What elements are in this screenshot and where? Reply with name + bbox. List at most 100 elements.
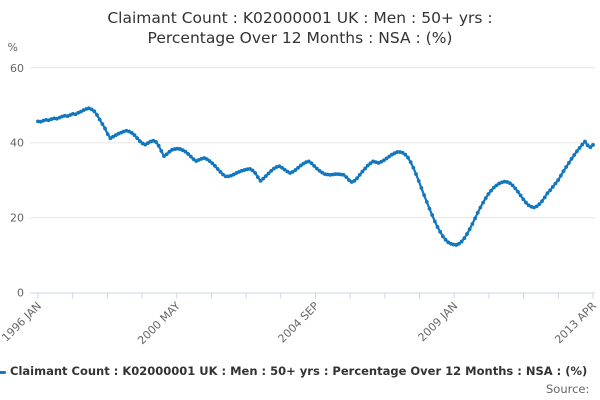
y-axis-labels: 0 20 40 60% — [8, 41, 24, 300]
series-marker — [205, 157, 209, 162]
chart-svg: 1996 JAN 2000 MAY 2004 SEP 2009 JAN 2013 APR… — [0, 41, 599, 347]
series-marker — [550, 184, 555, 189]
series-marker — [580, 142, 585, 147]
series-marker — [489, 188, 494, 193]
series-marker — [221, 172, 225, 177]
series-marker — [266, 171, 271, 176]
series-marker — [457, 241, 461, 246]
series-marker — [309, 161, 314, 166]
series-marker — [314, 166, 319, 171]
series-marker — [467, 227, 472, 232]
series-marker — [381, 158, 386, 163]
y-axis-unit: % — [8, 41, 18, 54]
series-marker — [575, 149, 579, 154]
series-marker — [564, 165, 569, 169]
series-marker — [269, 168, 274, 173]
series-marker — [483, 196, 488, 201]
series-marker — [312, 164, 317, 168]
series-marker — [333, 172, 338, 177]
chart-title: Claimant Count : K02000001 UK : Men : 50… — [0, 8, 600, 48]
series-marker — [542, 195, 547, 200]
series-marker — [258, 179, 263, 183]
chart-title-line-1: Claimant Count : K02000001 UK : Men : 50… — [107, 9, 493, 27]
series-marker — [280, 165, 284, 170]
series-marker — [97, 117, 102, 122]
series-marker — [422, 193, 426, 198]
series-marker — [524, 200, 528, 205]
series-marker — [100, 122, 105, 126]
series-marker — [491, 185, 496, 190]
series-line — [36, 107, 595, 247]
series-marker — [518, 193, 523, 198]
legend-series-marker-icon — [0, 371, 6, 374]
series-marker — [363, 166, 367, 171]
y-axis-label: 60 — [10, 62, 24, 75]
x-axis-label: 2000 MAY — [135, 299, 183, 347]
x-axis-ticks — [37, 293, 594, 299]
series-marker — [250, 168, 255, 173]
series-marker — [494, 183, 499, 188]
series-marker — [341, 173, 346, 177]
series-markers — [36, 106, 595, 247]
series-marker — [556, 178, 561, 183]
series-marker — [411, 165, 416, 170]
series-marker — [293, 168, 298, 172]
series-marker — [92, 109, 97, 114]
series-marker — [352, 179, 357, 183]
series-marker — [572, 153, 577, 157]
source-label: Source: — [546, 382, 590, 396]
series-marker — [521, 197, 526, 202]
series-marker — [387, 154, 392, 159]
series-marker — [408, 160, 413, 165]
series-marker — [213, 164, 217, 168]
series-marker — [473, 216, 477, 221]
x-axis-label: 2013 APR — [552, 299, 599, 346]
series-marker — [459, 239, 464, 244]
series-marker — [403, 152, 408, 157]
series-marker — [215, 167, 220, 171]
series-marker — [95, 113, 99, 117]
series-marker — [435, 225, 440, 229]
series-marker — [188, 154, 193, 159]
series-marker — [368, 161, 373, 166]
series-marker — [481, 200, 485, 205]
series-marker — [282, 167, 287, 172]
series-marker — [183, 149, 188, 154]
series-marker — [154, 140, 158, 144]
series-marker — [513, 186, 518, 191]
series-marker — [264, 174, 268, 178]
series-marker — [588, 145, 593, 150]
series-marker — [344, 175, 349, 180]
series-marker — [355, 176, 359, 181]
y-axis-label: 0 — [17, 287, 24, 300]
chart-title-line-2: Percentage Over 12 Months : NSA : (%) — [147, 29, 453, 47]
series-marker — [465, 232, 469, 236]
series-marker — [384, 156, 389, 161]
series-marker — [395, 150, 400, 154]
series-marker — [566, 161, 571, 165]
series-marker — [475, 210, 480, 215]
series-marker — [191, 157, 196, 162]
series-marker — [365, 163, 370, 168]
series-marker — [296, 165, 300, 170]
series-marker — [400, 150, 405, 155]
series-marker — [569, 156, 574, 161]
series-marker — [510, 183, 515, 188]
legend-item[interactable]: Claimant Count : K02000001 UK : Men : 50… — [0, 364, 600, 380]
series-marker — [553, 181, 558, 186]
series-marker — [135, 136, 140, 141]
series-marker — [261, 176, 266, 181]
series-marker — [210, 161, 215, 166]
series-marker — [540, 199, 544, 204]
y-axis-label: 20 — [10, 212, 24, 225]
series-marker — [443, 237, 448, 242]
series-marker — [432, 219, 437, 224]
series-marker — [218, 170, 223, 174]
series-marker — [583, 139, 587, 144]
series-marker — [347, 178, 351, 183]
series-marker — [507, 181, 512, 186]
y-axis-label: 40 — [10, 137, 24, 150]
series-marker — [132, 133, 137, 138]
series-marker — [357, 173, 362, 177]
